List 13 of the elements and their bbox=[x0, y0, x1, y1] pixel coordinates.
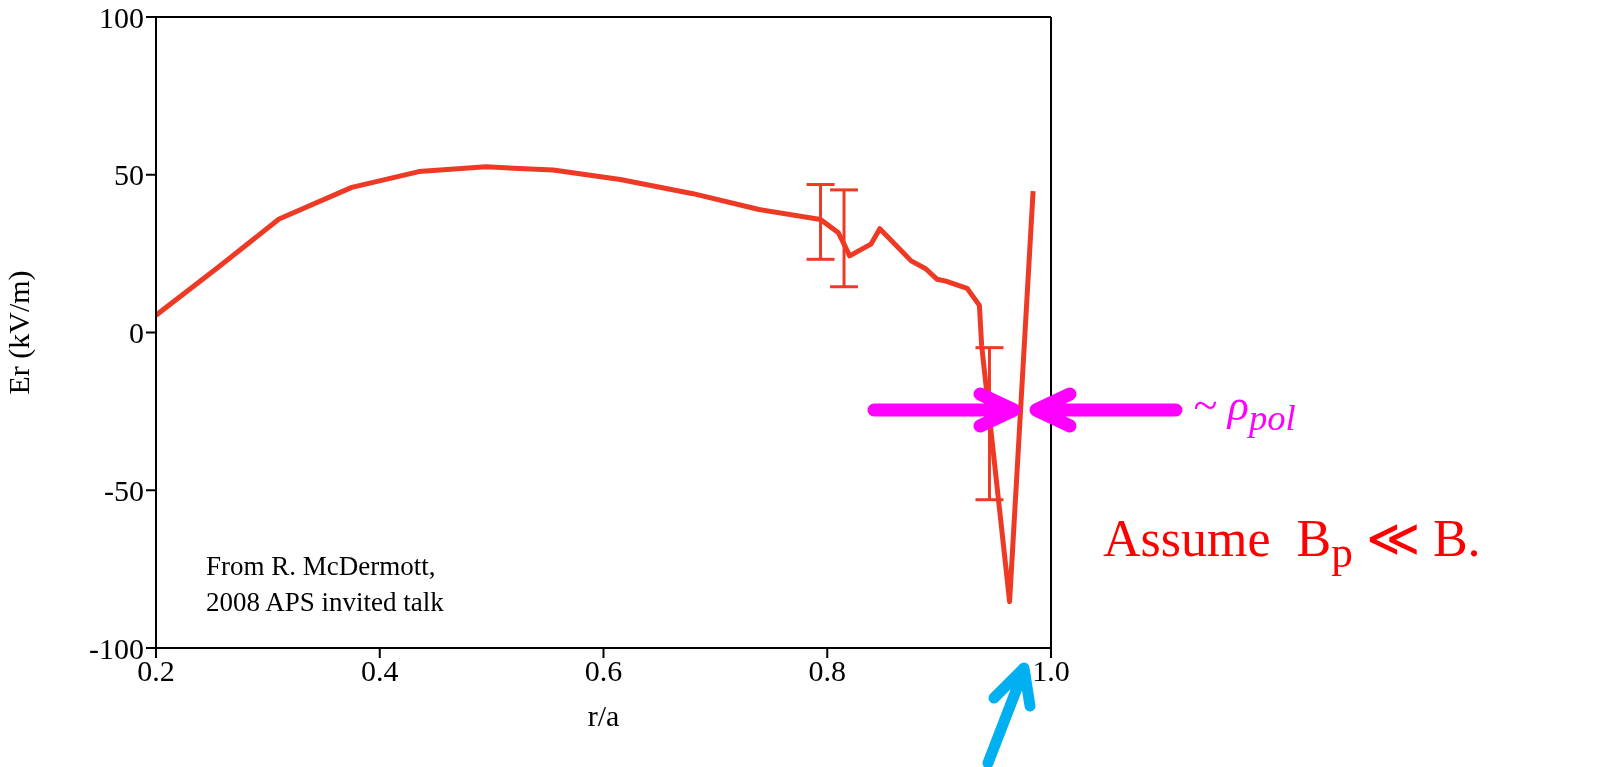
y-tick-label: 50 bbox=[114, 158, 144, 192]
y-axis-title: Er (kV/m) bbox=[1, 270, 36, 395]
annotation: From R. McDermott, 2008 APS invited talk bbox=[206, 550, 444, 619]
y-tick-label: 0 bbox=[129, 316, 144, 350]
y-tick-label: 100 bbox=[99, 0, 144, 34]
x-tick-label: 1.0 bbox=[1032, 654, 1070, 688]
text: Assume B$_{p}$ ≪ B. bbox=[1103, 509, 1481, 578]
x-tick-label: 0.8 bbox=[808, 654, 846, 688]
text: ~ ρ$_{pol}$ bbox=[1193, 380, 1296, 439]
x-tick-label: 0.6 bbox=[584, 654, 623, 688]
x-tick-label: 0.4 bbox=[361, 654, 399, 688]
y-tick-label: -50 bbox=[104, 473, 144, 507]
x-axis-title: r/a bbox=[587, 699, 620, 732]
